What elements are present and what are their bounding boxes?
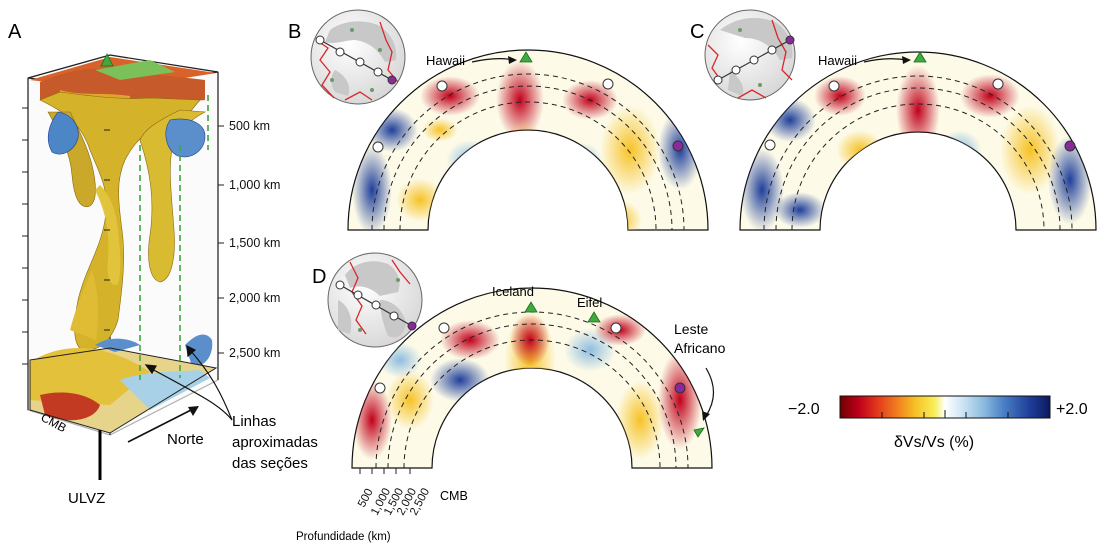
north-arrow	[127, 406, 199, 443]
colorbar-units-label: δVs/Vs (%)	[894, 434, 974, 451]
left-edge-ticks	[22, 107, 110, 365]
panel-a: A	[8, 21, 318, 507]
panel-c-letter: C	[690, 21, 704, 43]
section-lines-label-3: das seções	[232, 455, 308, 472]
hotspot-marker-block	[100, 53, 114, 67]
depth-label-2000: 2,000 km	[229, 291, 280, 305]
north-label: Norte	[167, 431, 204, 448]
hotspot-marker-iceland	[524, 301, 538, 313]
section-axis-labels: 500 1,000 1,500 2,000 2,500	[356, 486, 432, 517]
hotspot-arrow-east-africa	[702, 367, 715, 421]
colorbar-max-label: +2.0	[1056, 401, 1088, 418]
section-lines-label-2: aproximadas	[232, 434, 318, 451]
panel-b: B	[288, 9, 709, 231]
panel-c: C	[690, 9, 1097, 231]
globe-inset-d	[327, 252, 423, 348]
block-cmb-surface	[29, 338, 218, 434]
colorbar: −2.0 +2.0 δVs/Vs (%)	[788, 395, 1088, 451]
depth-scale-ticks	[218, 125, 224, 354]
panel-a-letter: A	[8, 21, 22, 43]
depth-label-1500: 1,500 km	[229, 236, 280, 250]
cross-section-b	[347, 49, 709, 231]
cross-section-c	[739, 51, 1097, 231]
hotspot-label-eifel: Eifel	[577, 295, 602, 310]
hotspot-arrow-b	[471, 56, 517, 64]
hotspot-label-c: Hawaii	[818, 53, 857, 68]
hotspot-label-b: Hawaii	[426, 53, 465, 68]
globe-inset-c	[704, 9, 796, 101]
panel-d: D	[296, 252, 726, 543]
hotspot-label-leste: Leste	[674, 321, 708, 337]
ulvz-label: ULVZ	[68, 490, 105, 507]
hotspot-marker-east-africa	[693, 427, 705, 438]
hotspot-marker-c	[913, 51, 927, 63]
section-lines-label-1: Linhas	[232, 413, 276, 430]
depth-label-500: 500 km	[229, 119, 270, 133]
globe-inset-b	[310, 9, 406, 105]
section-lines-markers	[139, 95, 209, 380]
panel-d-letter: D	[312, 266, 326, 288]
fast-anomalies	[47, 111, 213, 367]
hotspot-arrow-c	[863, 56, 911, 64]
depth-label-2500: 2,500 km	[229, 346, 280, 360]
section-depth-ticks	[359, 468, 411, 474]
colorbar-ticks	[881, 410, 1009, 418]
plume-bodies	[39, 91, 207, 351]
section-lines-pointers	[144, 344, 233, 421]
section-axis-title: Profundidade (km)	[296, 531, 391, 543]
hotspot-marker-b	[519, 51, 533, 63]
hotspot-label-iceland: Iceland	[492, 284, 534, 299]
section-axis-cmb: CMB	[440, 489, 468, 503]
colorbar-min-label: −2.0	[788, 401, 820, 418]
depth-scale-labels: 500 km 1,000 km 1,500 km 2,000 km 2,500 …	[229, 119, 280, 360]
panel-b-letter: B	[288, 21, 301, 43]
hotspot-marker-eifel	[587, 311, 601, 323]
depth-label-1000: 1,000 km	[229, 178, 280, 192]
hotspot-label-africano: Africano	[674, 340, 726, 356]
